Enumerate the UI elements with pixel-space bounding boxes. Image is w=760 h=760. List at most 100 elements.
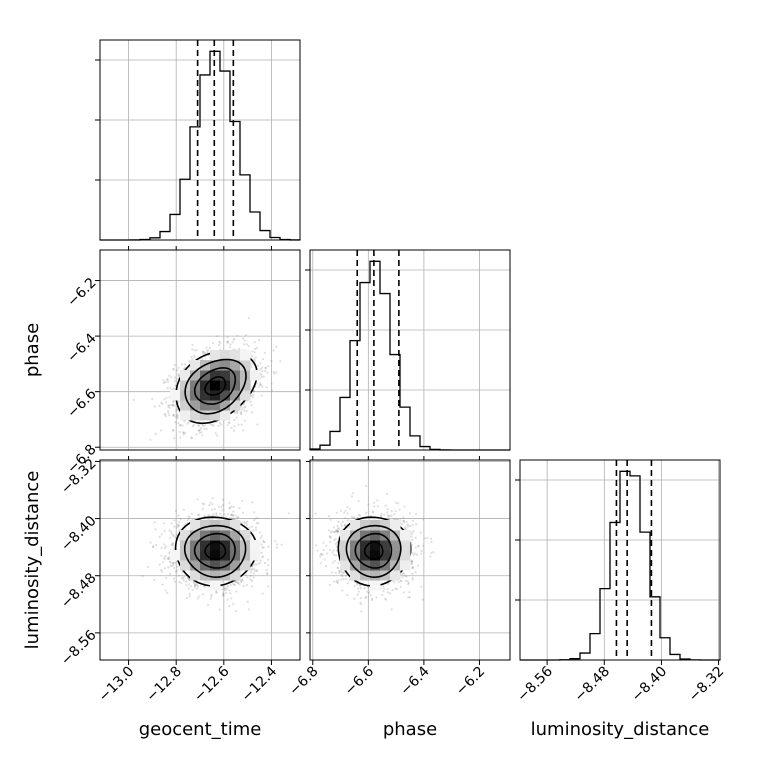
scatter-point (336, 530, 340, 533)
scatter-point (179, 582, 182, 585)
scatter-point (168, 406, 171, 409)
scatter-point (221, 509, 224, 512)
scatter-point (212, 513, 215, 516)
scatter-point (182, 368, 185, 371)
scatter-point (183, 466, 185, 468)
scatter-point (219, 512, 222, 515)
scatter-panel-luminosity_distance-vs-phase (309, 459, 511, 661)
scatter-point (232, 505, 235, 509)
scatter-point (261, 546, 264, 549)
scatter-point (233, 517, 236, 521)
scatter-point (253, 568, 256, 571)
scatter-point (214, 432, 217, 435)
scatter-point (343, 523, 346, 526)
scatter-point (193, 354, 196, 357)
scatter-point (215, 513, 218, 517)
scatter-point (403, 505, 406, 508)
density-cell (240, 360, 251, 371)
scatter-point (210, 595, 213, 598)
scatter-point (182, 431, 185, 434)
scatter-point (198, 431, 201, 434)
scatter-point (241, 499, 244, 502)
scatter-point (173, 561, 176, 564)
scatter-point (255, 346, 258, 349)
scatter-point (193, 584, 196, 587)
scatter-point (176, 414, 179, 417)
scatter-point (251, 396, 254, 399)
scatter-point (257, 562, 260, 565)
scatter-point (353, 584, 356, 588)
scatter-point (229, 592, 232, 595)
scatter-point (234, 580, 237, 583)
scatter-point (210, 593, 213, 596)
scatter-point (222, 592, 225, 595)
scatter-point (259, 383, 262, 386)
scatter-point (230, 517, 233, 520)
scatter-point (275, 345, 278, 348)
scatter-point (279, 360, 282, 363)
density-cell (200, 550, 211, 561)
hist-frame-phase (309, 249, 511, 451)
scatter-point (262, 540, 266, 543)
scatter-point (386, 508, 389, 511)
scatter-point (176, 417, 179, 420)
scatter-point (259, 536, 262, 540)
scatter-point (228, 346, 231, 349)
scatter-point (198, 429, 201, 432)
scatter-point (270, 359, 273, 363)
scatter-point (232, 510, 235, 513)
scatter-point (166, 557, 169, 560)
scatter-point (266, 371, 269, 374)
scatter-point (253, 569, 256, 572)
scatter-point (254, 347, 257, 351)
scatter-point (170, 530, 173, 533)
scatter-point (167, 566, 170, 569)
scatter-point (198, 513, 201, 516)
scatter-point (217, 344, 220, 347)
scatter-point (201, 502, 204, 505)
scatter-point (175, 413, 178, 416)
scatter-point (336, 581, 339, 584)
density-cell (230, 520, 241, 531)
scatter-point (197, 423, 200, 426)
scatter-point (132, 398, 135, 401)
scatter-point (194, 583, 197, 587)
density-cell (180, 400, 191, 411)
scatter-point (163, 398, 166, 401)
scatter-point (206, 349, 209, 352)
density-cell (250, 550, 261, 561)
scatter-point (242, 337, 245, 340)
scatter-point (252, 394, 255, 397)
scatter-point (190, 355, 193, 358)
scatter-point (203, 351, 207, 354)
density-cell (240, 350, 251, 361)
scatter-point (172, 400, 175, 403)
scatter-point (218, 421, 222, 424)
scatter-point (225, 588, 228, 591)
scatter-point (327, 515, 330, 518)
scatter-point (254, 529, 258, 532)
scatter-point (215, 591, 219, 594)
scatter-point (227, 340, 230, 343)
scatter-point (214, 591, 217, 594)
scatter-point (191, 357, 194, 361)
scatter-point (167, 380, 170, 383)
scatter-point (256, 364, 259, 367)
scatter-point (357, 590, 360, 593)
scatter-point (154, 432, 157, 435)
scatter-point (211, 342, 215, 345)
scatter-point (173, 387, 176, 390)
scatter-point (163, 543, 166, 546)
scatter-point (171, 544, 175, 547)
contour-level (204, 541, 227, 560)
scatter-point (250, 404, 253, 407)
scatter-point (185, 580, 188, 584)
scatter-point (411, 561, 414, 565)
scatter-point (167, 404, 170, 407)
density-cell (210, 560, 221, 571)
scatter-point (259, 382, 262, 385)
scatter-point (220, 423, 223, 426)
density-cell (190, 410, 201, 421)
scatter-point (173, 566, 176, 570)
